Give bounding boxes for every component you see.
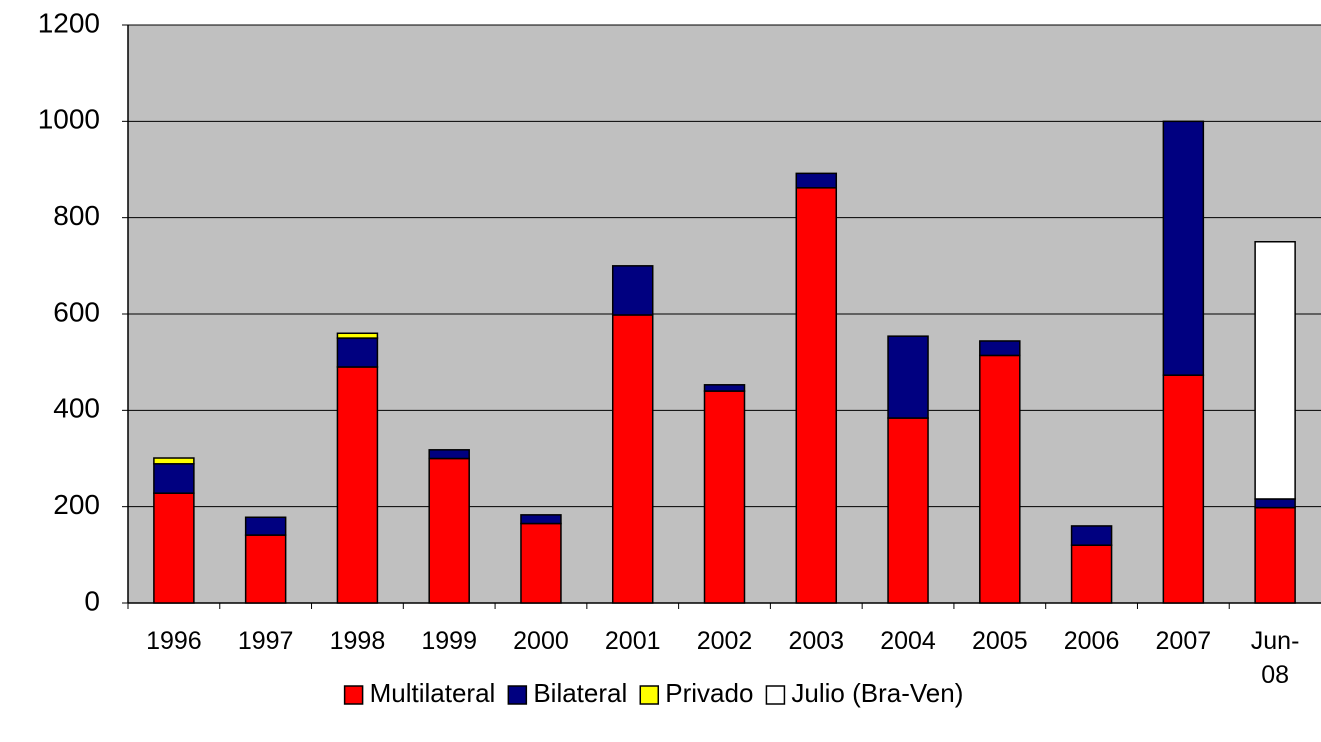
y-tick-label: 0 xyxy=(84,585,100,616)
bar-segment xyxy=(979,340,1021,357)
x-tick-label: 2006 xyxy=(1063,627,1120,655)
x-tick-label: 2004 xyxy=(880,627,936,655)
bar-segment xyxy=(795,187,838,604)
y-tick-label: 1200 xyxy=(38,7,100,38)
x-tick-label: 2007 xyxy=(1155,627,1212,655)
y-tick-label: 600 xyxy=(53,296,100,327)
x-tick-label: 2003 xyxy=(788,627,845,655)
x-tick-label: 2005 xyxy=(971,627,1028,655)
bar-segment xyxy=(1070,525,1113,546)
legend-label: Bilateral xyxy=(533,678,627,708)
bar-segment xyxy=(1162,120,1205,376)
y-tick-label: 800 xyxy=(53,200,100,231)
bar-segment xyxy=(244,534,287,604)
y-tick-label: 1000 xyxy=(38,104,100,135)
bar-segment xyxy=(520,514,562,525)
x-tick-label: 1999 xyxy=(421,627,477,655)
y-tick-label: 400 xyxy=(53,393,100,424)
bar-segment xyxy=(336,366,379,604)
legend-swatch xyxy=(765,685,786,705)
x-tick-label: Jun-08 xyxy=(1250,627,1300,689)
legend-swatch xyxy=(343,685,364,705)
bar-segment xyxy=(153,457,195,465)
bar-segment xyxy=(1254,506,1296,604)
x-tick-label: 2001 xyxy=(604,627,661,655)
bar-segment xyxy=(611,314,654,604)
legend-label: Privado xyxy=(665,678,753,708)
bar-segment xyxy=(153,463,195,494)
bar-segment xyxy=(1070,544,1113,604)
legend-swatch xyxy=(639,685,660,705)
x-tick-label: 2000 xyxy=(513,627,569,655)
bar-segment xyxy=(795,172,838,189)
x-tick-label: 2002 xyxy=(696,627,753,655)
bar-segment xyxy=(703,390,746,604)
bar-segment xyxy=(703,384,746,392)
legend-swatch xyxy=(507,685,528,705)
bar-segment xyxy=(1162,374,1205,604)
x-tick-label: 1997 xyxy=(237,627,294,655)
x-tick-label: 1996 xyxy=(146,627,202,655)
y-tick-label: 200 xyxy=(53,489,100,520)
bar-segment xyxy=(244,516,287,536)
bar-segment xyxy=(520,522,562,604)
bar-segment xyxy=(1254,498,1296,509)
bar-segment xyxy=(336,337,379,368)
bar-segment xyxy=(887,417,929,604)
bar-segment xyxy=(336,332,379,339)
legend-label: Multilateral xyxy=(370,678,496,708)
legend-label: Julio (Bra-Ven) xyxy=(791,678,963,708)
bar-segment xyxy=(1254,241,1296,500)
bar-segment xyxy=(153,492,195,604)
bar-segment xyxy=(428,457,470,604)
bar-segment xyxy=(611,265,654,316)
bar-segment xyxy=(428,449,470,460)
x-tick-label: 1998 xyxy=(329,627,386,655)
bar-segment xyxy=(887,335,929,419)
bar-segment xyxy=(979,354,1021,604)
